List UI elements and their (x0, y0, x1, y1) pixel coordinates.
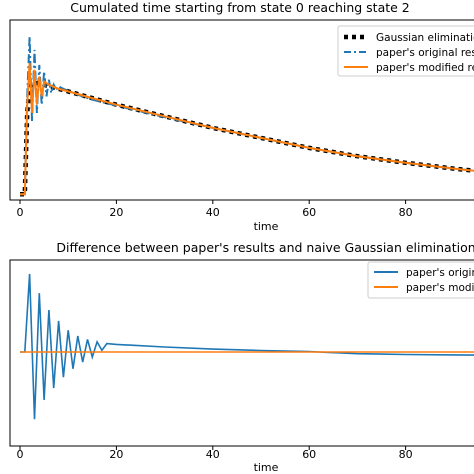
chart-top-axes-frame (9, 19, 474, 201)
chart-bottom-x-tick-label: 40 (206, 448, 220, 461)
chart-bottom-x-tick-label: 60 (302, 448, 316, 461)
chart-top-series-group (20, 36, 474, 197)
chart-top-x-tick-label: 20 (109, 206, 123, 219)
chart-top-legend-label-1: paper's original results (376, 47, 474, 59)
chart-top-x-tick-label: 0 (17, 206, 24, 219)
chart-top: Cumulated time starting from state 0 rea… (9, 0, 474, 233)
chart-top-x-tick-label: 60 (302, 206, 316, 219)
chart-top-title: Cumulated time starting from state 0 rea… (70, 0, 410, 15)
chart-bottom-series-group (20, 273, 474, 420)
chart-bottom-x-ticks: 0 20 40 60 80 (17, 446, 413, 461)
chart-top-x-tick-label: 80 (399, 206, 413, 219)
chart-bottom-x-tick-label: 20 (109, 448, 123, 461)
chart-bottom-x-tick-label: 80 (399, 448, 413, 461)
chart-bottom-xlabel: time (254, 461, 279, 474)
chart-top-legend-box (337, 25, 474, 77)
chart-top-xlabel: time (254, 220, 279, 233)
chart-bottom-legend-label-0: paper's original results (406, 267, 474, 279)
chart-top-x-tick-label: 40 (206, 206, 220, 219)
chart-top-legend-label-0: Gaussian elimination (376, 32, 474, 44)
chart-bottom-x-tick-label: 0 (17, 448, 24, 461)
chart-bottom: Difference between paper's results and n… (9, 240, 474, 474)
chart-top-legend: Gaussian elimination paper's original res… (337, 25, 474, 77)
chart-bottom-axes-frame (9, 259, 474, 447)
chart-top-legend-label-2: paper's modified results (376, 62, 474, 74)
chart-top-x-ticks: 0 20 40 60 80 (17, 200, 413, 219)
chart-top-series-line-2 (20, 63, 474, 196)
chart-top-series-line-0 (20, 80, 474, 197)
chart-bottom-title: Difference between paper's results and n… (56, 240, 474, 255)
chart-bottom-legend: paper's original results paper's modified… (367, 261, 474, 299)
chart-bottom-legend-label-1: paper's modified results (406, 282, 474, 294)
